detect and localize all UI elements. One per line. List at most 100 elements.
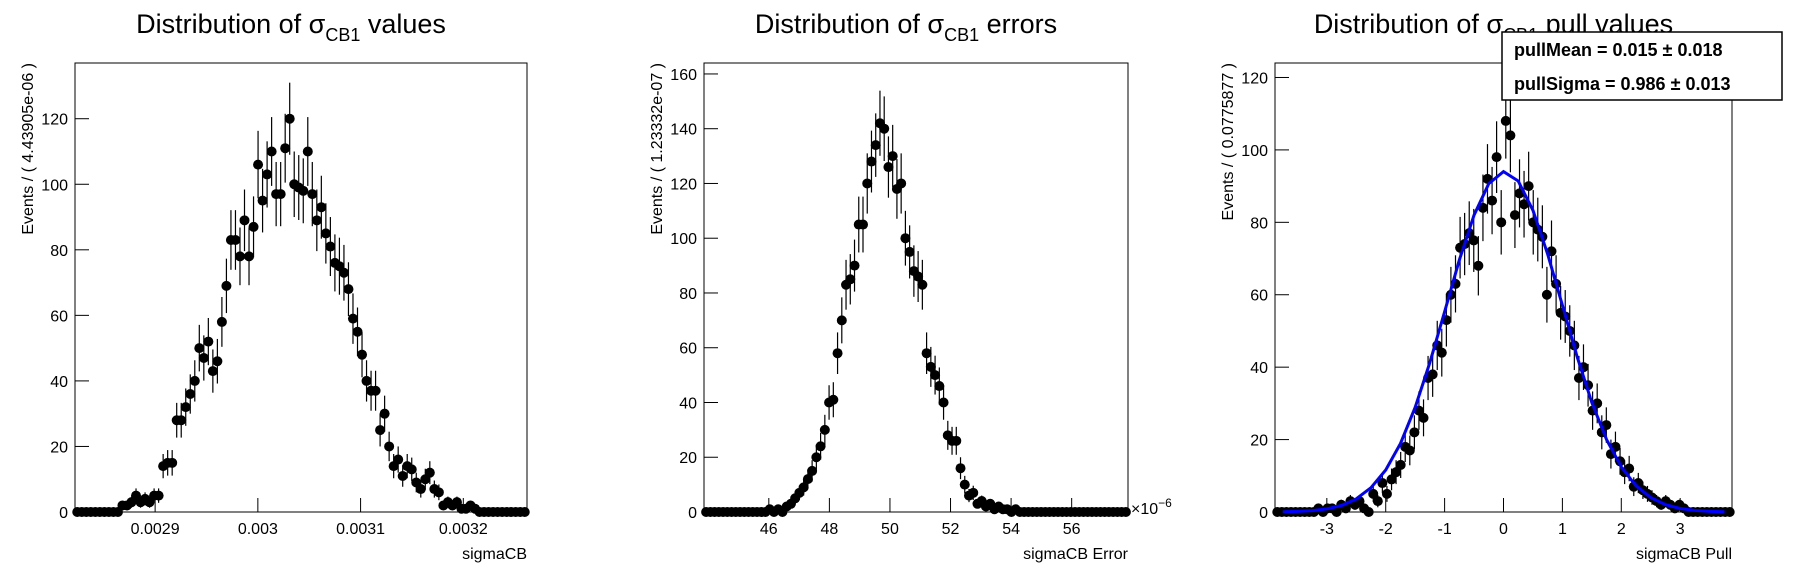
y-tick-label: 0	[688, 505, 697, 522]
data-point	[896, 178, 907, 189]
data-point	[325, 241, 336, 252]
x-tick-label: 48	[820, 521, 838, 538]
y-tick-label: 100	[670, 231, 697, 248]
data-point	[832, 348, 843, 359]
y-tick-label: 100	[41, 177, 68, 194]
data-point	[153, 490, 164, 501]
title-text: Distribution of σ	[755, 9, 945, 39]
data-point	[938, 397, 949, 408]
data-point	[1624, 463, 1635, 474]
data-point	[1363, 507, 1374, 517]
data-point	[212, 356, 223, 367]
data-point	[433, 487, 444, 498]
data-point	[203, 336, 214, 347]
y-tick-label: 40	[679, 395, 697, 412]
panel: Distribution of σCB1 values 0 20 40 60 80 100 1…	[20, 9, 530, 563]
data-point	[1500, 115, 1511, 126]
y-axis-label: Events / ( 0.0775877 )	[1220, 63, 1237, 220]
data-point	[397, 470, 408, 481]
data-point	[1120, 507, 1131, 517]
data-point	[406, 464, 417, 475]
data-point	[239, 215, 250, 226]
y-tick-label: 120	[1241, 70, 1268, 87]
data-point	[930, 370, 941, 381]
title-text: Distribution of σ	[1314, 9, 1504, 39]
y-tick-label: 20	[50, 439, 68, 456]
data-point	[176, 415, 187, 426]
chart-title: Distribution of σCB1 errors	[755, 9, 1057, 45]
y-tick-label: 80	[50, 243, 68, 260]
data-point	[968, 487, 979, 498]
x-tick-label: 3	[1676, 521, 1685, 538]
data-point	[1368, 488, 1379, 499]
data-point	[216, 316, 227, 327]
data-point	[1427, 369, 1438, 380]
multiplier-exponent: −6	[1158, 496, 1172, 510]
y-axis-label: Events / ( 1.23332e-07 )	[649, 63, 666, 235]
data-point	[1391, 467, 1402, 478]
title-text: Distribution of σ	[136, 9, 326, 39]
data-point	[234, 251, 245, 262]
data-point	[1519, 199, 1530, 210]
data-point	[180, 402, 191, 413]
data-point	[1491, 152, 1502, 163]
x-axis-label: sigmaCB	[462, 546, 527, 563]
data-point	[1477, 202, 1488, 213]
data-point	[883, 162, 894, 173]
stats-box	[1501, 31, 1783, 101]
data-point	[934, 381, 945, 392]
data-point	[917, 279, 928, 290]
x-tick-label: 56	[1063, 521, 1081, 538]
data-point	[316, 202, 327, 213]
x-tick-label: 0.0032	[439, 521, 488, 538]
data-point	[1331, 507, 1342, 517]
data-point	[1601, 420, 1612, 431]
y-tick-label: 0	[59, 505, 68, 522]
data-point	[352, 326, 363, 337]
stats-entry: pullSigma = 0.986 ± 0.013	[1514, 74, 1731, 94]
x-tick-label: 50	[881, 521, 899, 538]
y-tick-label: 0	[1259, 505, 1268, 522]
title-text: values	[360, 9, 446, 39]
x-tick-label: 0.003	[238, 521, 278, 538]
data-point	[370, 385, 381, 396]
data-point	[185, 389, 196, 400]
data-point	[280, 143, 291, 154]
data-point	[849, 260, 860, 271]
data-point	[802, 474, 813, 485]
data-point	[879, 123, 890, 134]
panel: Distribution of σCB1 pull values02040608…	[1220, 9, 1783, 563]
y-tick-label: 40	[1250, 360, 1268, 377]
data-point	[862, 178, 873, 189]
data-point	[1541, 289, 1552, 300]
data-point	[262, 169, 273, 180]
data-point	[1372, 496, 1383, 507]
data-point	[1496, 217, 1507, 228]
data-point	[828, 394, 839, 405]
data-point	[302, 146, 313, 157]
data-point	[361, 375, 372, 386]
x-tick-label: 0.0029	[131, 521, 180, 538]
plot-frame	[74, 62, 528, 513]
x-tick-label: 0	[1499, 521, 1508, 538]
data-point	[357, 349, 368, 360]
panel: Distribution of σCB1 errors 0 20 40 60 80 100 1…	[649, 9, 1172, 563]
data-point	[904, 246, 915, 257]
y-tick-label: 60	[50, 308, 68, 325]
data-point	[1409, 427, 1420, 438]
data-point	[424, 467, 435, 478]
data-point	[959, 479, 970, 490]
title-text: errors	[979, 9, 1057, 39]
data-point	[379, 408, 390, 419]
data-point	[207, 366, 218, 377]
y-tick-label: 20	[1250, 433, 1268, 450]
data-point	[1468, 235, 1479, 246]
data-point	[870, 140, 881, 151]
data-point	[343, 284, 354, 295]
x-tick-label: 2	[1617, 521, 1626, 538]
data-point	[811, 452, 822, 463]
data-point	[1418, 412, 1429, 423]
data-point	[347, 313, 358, 324]
data-point	[955, 463, 966, 474]
